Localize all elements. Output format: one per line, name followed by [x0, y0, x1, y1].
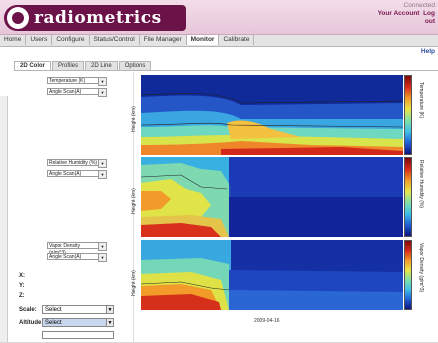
altitude-label: Altitude: — [19, 320, 44, 326]
variable-select-1[interactable]: Temperature (K) ▼ — [47, 77, 107, 86]
user-area: Connected Your Account Log out — [378, 2, 435, 26]
humidity-colorbar-label: Relative Humidity (%) — [418, 160, 424, 209]
temperature-colorbar-label: Temperature (K) — [418, 82, 424, 119]
your-account-link[interactable]: Your Account — [377, 10, 420, 17]
vapor-density-ylabel: Height (km) — [131, 270, 137, 296]
variable-select-1-value: Temperature (K) — [49, 78, 86, 84]
altitude-select[interactable]: Select ▼ — [42, 318, 114, 327]
controls-column — [15, 72, 134, 342]
temperature-heatmap — [141, 75, 403, 155]
variable-select-2-value: Relative Humidity (%) — [49, 160, 98, 166]
tab-users[interactable]: Users — [26, 35, 53, 45]
x-readout: X: — [19, 273, 25, 279]
vapor-density-heatmap — [141, 240, 403, 310]
tab-monitor[interactable]: Monitor — [186, 35, 220, 45]
chevron-down-icon[interactable]: ▼ — [98, 242, 107, 251]
logout-link[interactable]: Log — [423, 10, 435, 17]
scale-select[interactable]: Select ▼ — [42, 305, 114, 314]
variable-select-2[interactable]: Relative Humidity (%) ▼ — [47, 159, 107, 168]
scan-mode-select-1-value: Angle Scan(A) — [49, 89, 82, 95]
monitor-subtabs: 2D Color Profiles 2D Line Options — [14, 61, 152, 70]
main-nav-tabs: Home Users Configure Status/Control File… — [0, 35, 438, 47]
subtab-profiles[interactable]: Profiles — [52, 61, 85, 70]
chevron-down-icon[interactable]: ▼ — [98, 170, 107, 179]
scale-select-value: Select — [45, 307, 62, 313]
chevron-down-icon[interactable]: ▼ — [98, 77, 107, 86]
tab-home[interactable]: Home — [0, 35, 27, 45]
chevron-down-icon[interactable]: ▼ — [106, 305, 114, 314]
scan-mode-select-2[interactable]: Angle Scan(A) ▼ — [47, 170, 107, 179]
radiometrics-logo[interactable]: radiometrics — [4, 5, 186, 31]
temperature-plot[interactable] — [141, 75, 403, 155]
chevron-down-icon[interactable]: ▼ — [98, 159, 107, 168]
help-link[interactable]: Help — [420, 48, 435, 55]
tab-configure[interactable]: Configure — [52, 35, 90, 45]
vapor-density-colorbar-label: Vapor Density (g/m^3) — [418, 243, 424, 293]
variable-select-3[interactable]: Vapor Density (g/m^3) ▼ — [47, 242, 107, 256]
scan-mode-select-3-value: Angle Scan(A) — [49, 254, 82, 260]
logo-text: radiometrics — [34, 8, 162, 28]
scan-mode-select-2-value: Angle Scan(A) — [49, 171, 82, 177]
logout-link-out[interactable]: out — [424, 18, 435, 25]
y-readout: Y: — [19, 283, 25, 289]
subtab-options[interactable]: Options — [118, 61, 152, 70]
humidity-colorbar — [404, 157, 412, 237]
scan-mode-select-3[interactable]: Angle Scan(A) ▼ — [47, 253, 107, 262]
x-axis-label: 2009-04-16 — [254, 318, 280, 324]
altitude-select-value: Select — [45, 320, 62, 326]
humidity-ylabel: Height (km) — [131, 188, 137, 214]
extra-select[interactable] — [42, 331, 114, 339]
humidity-plot[interactable] — [141, 157, 403, 237]
subtab-2d-color[interactable]: 2D Color — [14, 61, 52, 70]
z-readout: Z: — [19, 293, 25, 299]
monitor-panel — [14, 70, 438, 343]
tab-status-control[interactable]: Status/Control — [90, 35, 140, 45]
vapor-density-colorbar — [404, 240, 412, 310]
chevron-down-icon[interactable]: ▼ — [98, 88, 107, 97]
scan-mode-select-1[interactable]: Angle Scan(A) ▼ — [47, 88, 107, 97]
left-edge-strip — [0, 96, 8, 342]
chevron-down-icon[interactable]: ▼ — [106, 318, 114, 327]
scale-label: Scale: — [19, 307, 37, 313]
vapor-density-plot[interactable] — [141, 240, 403, 310]
tab-calibrate[interactable]: Calibrate — [219, 35, 255, 45]
connection-status: Connected — [403, 2, 435, 9]
subtab-2d-line[interactable]: 2D Line — [85, 61, 118, 70]
chevron-down-icon[interactable]: ▼ — [98, 253, 107, 262]
logo-icon — [7, 7, 29, 29]
app-header: radiometrics Connected Your Account Log … — [0, 0, 438, 35]
temperature-colorbar — [404, 75, 412, 155]
temperature-ylabel: Height (km) — [131, 106, 137, 132]
humidity-heatmap — [141, 157, 403, 237]
tab-file-manager[interactable]: File Manager — [140, 35, 187, 45]
